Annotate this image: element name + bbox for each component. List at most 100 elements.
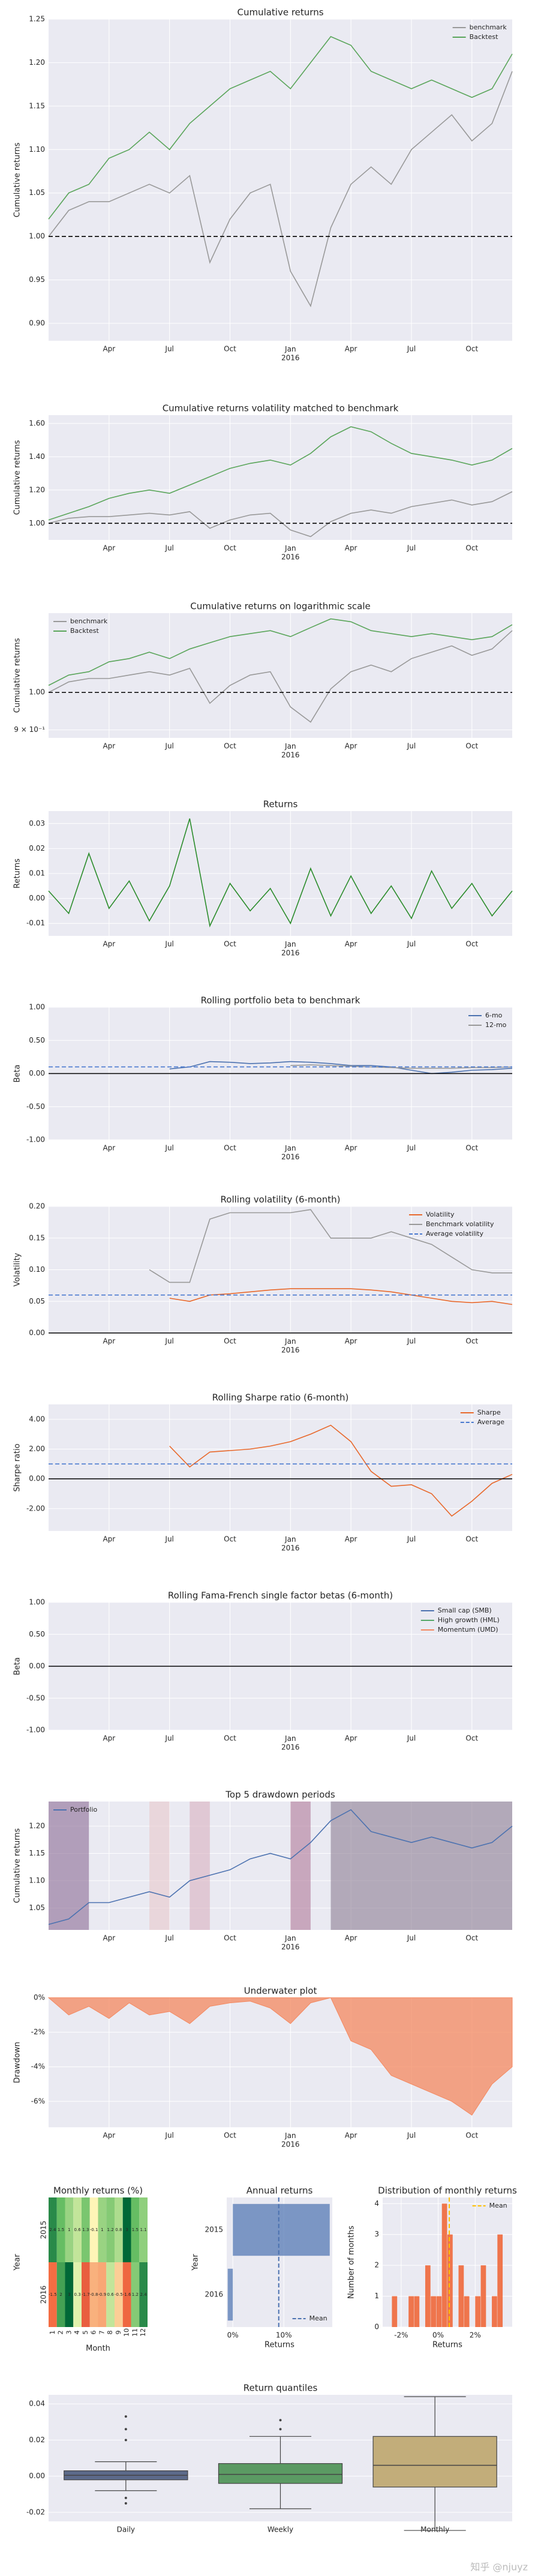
line xyxy=(48,618,513,686)
x-tick-label: Apr xyxy=(345,1535,357,1544)
y-tick-label: 0 xyxy=(374,2323,379,2331)
histogram-bar xyxy=(497,2234,503,2327)
x-tick-label: 2% xyxy=(470,2331,481,2340)
legend-label: Mean xyxy=(309,2314,327,2322)
heatmap-cell xyxy=(139,2197,148,2262)
y-tick-label: -1.00 xyxy=(26,1136,45,1144)
heatmap-cell xyxy=(49,2197,57,2262)
legend-label: Benchmark volatility xyxy=(426,1220,494,1228)
y-tick-label: 2015 xyxy=(40,2221,48,2239)
plot-area xyxy=(49,415,512,540)
y-tick-label: 3 xyxy=(374,2230,379,2238)
y-tick-label: 9 × 10⁻¹ xyxy=(14,725,45,734)
x-tick-label: 3 xyxy=(65,2331,73,2335)
x-tick-label: Apr xyxy=(103,1144,115,1152)
heatmap-cell xyxy=(122,2197,131,2262)
y-axis-label: Year xyxy=(191,2254,200,2271)
y-tick-label: 0.50 xyxy=(29,1036,45,1044)
x-tick-label: Oct xyxy=(465,2131,478,2140)
chart-title: Rolling Sharpe ratio (6-month) xyxy=(212,1392,349,1403)
x-tick-label: Jan 2016 xyxy=(281,345,300,362)
cell-label: -0.8 xyxy=(90,2292,98,2297)
cell-label: 0.6 xyxy=(107,2292,115,2297)
x-tick-label: 8 xyxy=(106,2331,114,2335)
line xyxy=(169,1288,513,1305)
histogram-bar xyxy=(458,2265,464,2327)
histogram-bar xyxy=(475,2296,481,2327)
outlier xyxy=(279,2419,282,2422)
y-tick-label: 0.00 xyxy=(29,2472,45,2480)
box xyxy=(218,2463,343,2484)
cell-label: -1.6 xyxy=(123,2292,131,2297)
legend-label: Small cap (SMB) xyxy=(438,1607,492,1614)
line xyxy=(149,1209,512,1283)
legend-label: Backtest xyxy=(70,627,100,635)
cell-label: -1.7 xyxy=(82,2292,90,2297)
outlier xyxy=(124,2496,127,2499)
cell-label: 1.5 xyxy=(58,2227,64,2232)
cell-label: -0.5 xyxy=(115,2292,123,2297)
x-tick-label: Oct xyxy=(224,2131,236,2140)
heatmap-cell xyxy=(106,2197,115,2262)
x-tick-label: Oct xyxy=(465,345,478,353)
chart-title: Return quantiles xyxy=(244,2383,318,2394)
histogram-bar xyxy=(436,2296,442,2327)
x-tick-label: Jul xyxy=(407,1337,416,1346)
y-tick-label: 0.05 xyxy=(29,1297,45,1305)
y-tick-label: 1.15 xyxy=(29,1849,45,1857)
bar xyxy=(227,2268,233,2321)
y-axis-label: Beta xyxy=(13,1658,22,1676)
chart-title: Top 5 drawdown periods xyxy=(225,1790,335,1800)
legend-label: High growth (HML) xyxy=(438,1616,500,1624)
x-tick-label: Jan 2016 xyxy=(281,1934,300,1951)
cell-label: 2.4 xyxy=(140,2292,148,2297)
y-tick-label: 1.10 xyxy=(29,1877,45,1885)
x-tick-label: Jul xyxy=(164,1934,173,1942)
x-tick-label: Apr xyxy=(103,544,115,553)
x-tick-label: 1 xyxy=(49,2331,56,2335)
cell-label: 1.2 xyxy=(107,2227,114,2232)
y-tick-label: -4% xyxy=(31,2062,45,2071)
cell-label: 1.2 xyxy=(132,2292,139,2297)
y-tick-label: -1.00 xyxy=(26,1726,45,1734)
x-tick-label: Oct xyxy=(224,1734,236,1743)
watermark: 知乎 @njuyz xyxy=(470,2562,528,2573)
line xyxy=(290,1064,513,1069)
y-tick-label: 0.10 xyxy=(29,1265,45,1274)
outlier xyxy=(124,2428,127,2431)
y-tick-label: -0.02 xyxy=(26,2508,45,2516)
y-tick-label: 0.50 xyxy=(29,1630,45,1638)
heatmap-cell xyxy=(73,2262,82,2327)
x-tick-label: Jul xyxy=(407,940,416,948)
y-tick-label: -0.50 xyxy=(26,1102,45,1110)
x-tick-label: Oct xyxy=(465,1144,478,1152)
x-tick-label: 2 xyxy=(57,2331,65,2335)
plot-area xyxy=(49,613,512,738)
y-axis-label: Drawdown xyxy=(13,2041,22,2083)
heatmap-cell xyxy=(82,2262,90,2327)
x-tick-label: Jul xyxy=(407,345,416,353)
legend-label: Sharpe xyxy=(477,1409,501,1416)
x-axis-label: Returns xyxy=(265,2341,294,2350)
x-tick-label: Oct xyxy=(465,544,478,553)
x-tick-label: Jul xyxy=(407,2131,416,2140)
y-axis-label: Number of months xyxy=(347,2226,356,2299)
x-tick-label: Jul xyxy=(164,544,173,553)
legend-label: benchmark xyxy=(470,23,507,31)
x-tick-label: Apr xyxy=(103,345,115,353)
plot-area xyxy=(49,19,512,341)
x-tick-label: Oct xyxy=(224,1337,236,1346)
y-tick-label: 1.20 xyxy=(29,1821,45,1830)
legend-label: Momentum (UMD) xyxy=(438,1626,498,1634)
line xyxy=(48,36,513,220)
x-axis-label: Month xyxy=(86,2344,110,2353)
heatmap-cell xyxy=(82,2197,90,2262)
chart-title: Cumulative returns on logarithmic scale xyxy=(190,601,371,612)
histogram-bar xyxy=(492,2296,497,2327)
x-tick-label: Jan 2016 xyxy=(281,544,300,561)
y-tick-label: 1.00 xyxy=(29,1598,45,1607)
x-tick-label: Oct xyxy=(224,940,236,948)
y-tick-label: 1.00 xyxy=(29,232,45,241)
histogram-bar xyxy=(431,2296,436,2327)
x-tick-label: Oct xyxy=(465,1535,478,1544)
